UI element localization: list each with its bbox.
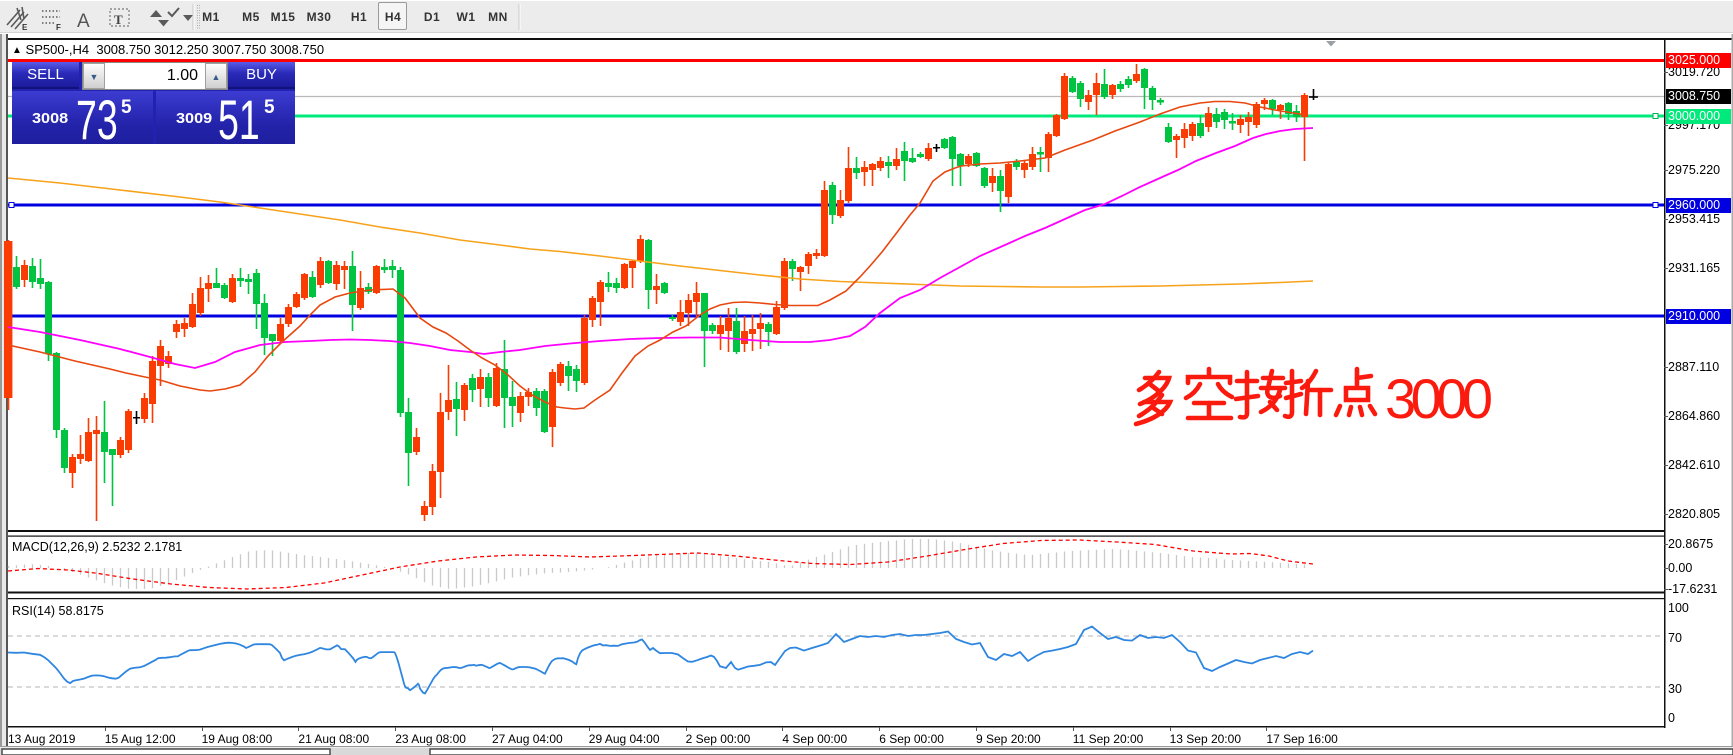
svg-text:E: E [22, 23, 28, 32]
svg-text:F: F [56, 23, 61, 32]
svg-text:A: A [77, 11, 90, 32]
svg-text:T: T [114, 12, 123, 27]
svg-text:3000: 3000 [1385, 367, 1493, 430]
